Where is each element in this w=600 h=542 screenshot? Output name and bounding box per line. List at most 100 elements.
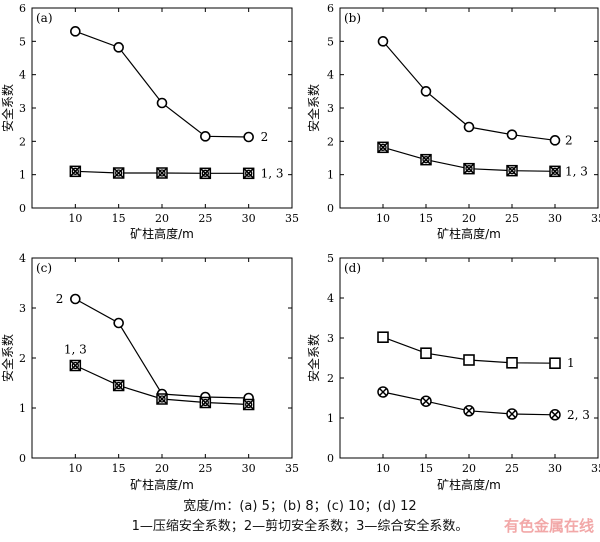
data-point bbox=[463, 354, 475, 366]
x-tick-label: 25 bbox=[505, 462, 519, 475]
data-point bbox=[420, 86, 432, 97]
data-point bbox=[377, 386, 389, 398]
marker-circle bbox=[377, 36, 389, 47]
series-label: 2 bbox=[261, 130, 269, 144]
x-axis-label: 矿柱高度/m bbox=[437, 226, 501, 241]
marker-cross bbox=[464, 406, 474, 415]
y-tick-label: 0 bbox=[19, 202, 26, 215]
data-point bbox=[156, 97, 168, 109]
data-point bbox=[69, 165, 82, 178]
panel-label: (d) bbox=[344, 261, 361, 275]
marker-circle bbox=[549, 135, 561, 146]
plot-frame bbox=[31, 257, 293, 459]
marker-cross bbox=[69, 359, 81, 372]
marker-inner-circle bbox=[71, 167, 79, 175]
x-tick-label: 15 bbox=[419, 212, 433, 225]
y-tick-label: 3 bbox=[19, 102, 26, 115]
chart-panel-2: 10 15 20 25 30 35 0 1 2 3 4 5 6 (b) 矿柱高度/m 安全系数 2 1, 3 bbox=[306, 2, 600, 241]
data-point bbox=[243, 131, 254, 143]
x-tick-label: 30 bbox=[242, 462, 256, 475]
data-point bbox=[506, 164, 518, 177]
marker-cross bbox=[199, 167, 211, 179]
x-tick-label: 35 bbox=[285, 462, 299, 475]
chart-panel-1: 10 15 20 25 30 35 0 1 2 3 4 5 6 (a) 矿柱高度/m 安全系数 2 1, 3 bbox=[0, 2, 299, 241]
x-tick-label: 30 bbox=[548, 462, 562, 475]
marker-inner-circle bbox=[201, 398, 209, 407]
y-tick-label: 3 bbox=[327, 102, 334, 115]
marker-inner-circle bbox=[422, 156, 430, 164]
series-label: 1, 3 bbox=[261, 166, 284, 180]
y-tick-label: 5 bbox=[327, 252, 334, 265]
chart-panel-4: 10 15 20 25 30 35 0 1 2 3 4 5 (d) 矿柱高度/m 安全系数 1 2, 3 bbox=[306, 252, 600, 492]
x-tick-label: 25 bbox=[198, 462, 212, 475]
marker-circle bbox=[70, 293, 81, 305]
x-tick-label: 35 bbox=[591, 212, 600, 225]
marker-square bbox=[377, 331, 389, 344]
watermark-logo: 有色金属在线 bbox=[503, 517, 594, 535]
y-tick-label: 6 bbox=[327, 2, 334, 15]
marker-cross bbox=[377, 141, 389, 153]
y-tick-label: 2 bbox=[327, 135, 334, 148]
marker-inner-circle bbox=[551, 167, 559, 175]
data-point bbox=[242, 167, 255, 180]
panel-label: (a) bbox=[36, 11, 53, 25]
x-tick-label: 20 bbox=[155, 462, 169, 475]
series-label: 1, 3 bbox=[565, 164, 588, 178]
marker-cross bbox=[549, 165, 561, 177]
marker-inner-circle bbox=[158, 395, 166, 403]
x-tick-label: 10 bbox=[376, 212, 390, 225]
x-tick-label: 20 bbox=[462, 212, 476, 225]
marker-inner-circle bbox=[115, 381, 123, 390]
series-line bbox=[75, 298, 249, 399]
marker-inner-circle bbox=[465, 165, 473, 173]
data-point bbox=[156, 393, 168, 405]
x-tick-label: 30 bbox=[242, 212, 256, 225]
x-tick-label: 15 bbox=[112, 462, 126, 475]
marker-inner-circle bbox=[379, 143, 387, 151]
y-tick-label: 4 bbox=[327, 69, 334, 82]
marker-circle bbox=[506, 129, 518, 140]
marker-cross bbox=[420, 154, 432, 166]
marker-circle bbox=[156, 97, 168, 109]
data-point bbox=[420, 347, 432, 360]
data-point bbox=[463, 121, 475, 133]
data-point bbox=[506, 129, 518, 140]
y-tick-label: 1 bbox=[19, 402, 26, 415]
data-point bbox=[70, 26, 81, 37]
data-point bbox=[420, 153, 432, 166]
marker-cross bbox=[463, 163, 475, 175]
chart-panel-3: 10 15 20 25 30 35 0 1 2 3 4 (c) 矿柱高度/m 安全系数 2 1, 3 bbox=[0, 252, 299, 492]
marker-cross bbox=[507, 409, 517, 419]
data-point bbox=[506, 408, 518, 420]
x-tick-label: 20 bbox=[462, 462, 476, 475]
panel-label: (c) bbox=[36, 261, 52, 275]
y-axis-label: 安全系数 bbox=[306, 84, 321, 132]
data-point bbox=[463, 162, 475, 175]
x-tick-label: 25 bbox=[505, 212, 519, 225]
marker-circle bbox=[463, 121, 475, 133]
data-point bbox=[420, 395, 432, 407]
y-tick-label: 2 bbox=[19, 352, 26, 365]
marker-cross bbox=[156, 167, 168, 179]
x-axis-label: 矿柱高度/m bbox=[437, 477, 501, 492]
figure-caption-widths: 宽度/m：(a) 5；(b) 8；(c) 10；(d) 12 bbox=[183, 499, 417, 514]
y-tick-label: 3 bbox=[327, 332, 334, 345]
marker-inner-circle bbox=[71, 361, 79, 370]
marker-square bbox=[420, 347, 432, 360]
x-axis-label: 矿柱高度/m bbox=[130, 477, 194, 492]
y-tick-label: 0 bbox=[19, 452, 26, 465]
marker-inner-circle bbox=[201, 169, 209, 177]
x-tick-label: 30 bbox=[548, 212, 562, 225]
series-label: 1, 3 bbox=[64, 343, 87, 357]
marker-cross bbox=[113, 167, 125, 179]
marker-inner-circle bbox=[115, 169, 123, 177]
marker-cross bbox=[243, 398, 255, 411]
y-axis-label: 安全系数 bbox=[0, 334, 15, 382]
x-tick-label: 10 bbox=[68, 462, 82, 475]
marker-cross bbox=[113, 379, 125, 392]
marker-square bbox=[506, 356, 518, 369]
marker-inner-circle bbox=[245, 169, 253, 177]
data-point bbox=[242, 398, 255, 411]
x-tick-label: 35 bbox=[285, 212, 299, 225]
x-tick-label: 35 bbox=[591, 462, 600, 475]
